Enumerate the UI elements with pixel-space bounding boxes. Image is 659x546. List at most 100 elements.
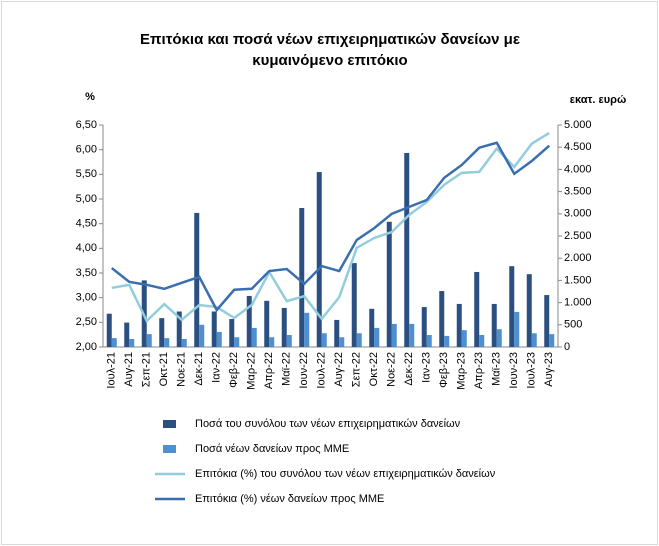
y2-tick-label: 0 — [564, 341, 570, 353]
x-tick-label: Απρ-22 — [263, 352, 275, 389]
bar — [439, 291, 445, 347]
bar — [176, 311, 182, 347]
y2-tick-label: 3.500 — [564, 186, 592, 198]
bar — [351, 263, 357, 347]
legend-label: Ποσά νέων δανείων προς ΜΜΕ — [195, 443, 349, 455]
legend-label: Επιτόκια (%) του συνόλου των νέων επιχει… — [195, 468, 496, 480]
bar — [264, 300, 270, 347]
bar — [194, 212, 200, 347]
bar — [549, 334, 555, 347]
x-tick-label: Δεκ-22 — [403, 352, 415, 386]
line — [110, 141, 551, 313]
bar — [229, 319, 235, 347]
bar — [129, 339, 135, 347]
x-tick-label: Αυγ-21 — [123, 352, 135, 387]
x-tick-label: Φεβ-23 — [438, 352, 450, 388]
bar — [106, 313, 112, 347]
y-tick-label: 5,50 — [76, 168, 97, 180]
x-tick-label: Ιαν-22 — [211, 352, 223, 383]
x-tick-label: Σεπ-21 — [141, 352, 153, 387]
bar — [514, 311, 520, 347]
bar — [544, 295, 550, 347]
bar — [444, 335, 450, 347]
y2-tick-label: 1.000 — [564, 297, 592, 309]
x-tick-label: Ιουλ-21 — [106, 352, 118, 389]
y-tick-label: 5,00 — [76, 193, 97, 205]
x-tick-label: Ιουν-22 — [298, 352, 310, 389]
y-tick-label: 4,50 — [76, 218, 97, 230]
bar — [281, 307, 287, 347]
bar — [164, 338, 170, 347]
x-tick-label: Σεπ-22 — [351, 352, 363, 387]
bar — [491, 303, 497, 347]
bar — [246, 295, 252, 347]
x-tick-label: Μαϊ-22 — [281, 352, 293, 386]
y-tick-label: 4,00 — [76, 242, 97, 254]
y2-axis-label: εκατ. ευρώ — [570, 94, 627, 106]
x-tick-label: Ιουλ-22 — [316, 352, 328, 389]
x-tick-label: Ιουν-23 — [508, 352, 520, 389]
bar — [211, 311, 217, 347]
legend-swatch — [163, 445, 176, 453]
x-tick-label: Ιαν-23 — [421, 352, 433, 383]
bar — [334, 319, 340, 347]
x-tick-label: Οκτ-22 — [368, 352, 380, 386]
bar — [159, 318, 165, 347]
x-tick-label: Νοε-21 — [176, 352, 188, 387]
x-tick-label: Οκτ-21 — [158, 352, 170, 386]
y2-tick-label: 4.000 — [564, 163, 592, 175]
y-tick-label: 6,00 — [76, 144, 97, 156]
y2-tick-label: 3.000 — [564, 208, 592, 220]
bar — [181, 339, 187, 347]
bar — [386, 221, 392, 347]
line — [111, 131, 550, 323]
chart-title: κυμαινόμενο επιτόκιο — [252, 52, 407, 69]
y2-tick-label: 4.500 — [564, 141, 592, 153]
bar — [251, 327, 257, 347]
bar — [409, 323, 415, 347]
bar — [146, 334, 152, 347]
bar — [216, 331, 222, 347]
bar — [509, 266, 515, 347]
x-tick-label: Απρ-23 — [473, 352, 485, 389]
bar — [474, 271, 480, 347]
x-tick-label: Νοε-22 — [386, 352, 398, 387]
y2-tick-label: 1.500 — [564, 274, 592, 286]
bar — [124, 322, 130, 347]
bar — [111, 338, 117, 347]
bar — [199, 324, 205, 347]
bar — [526, 274, 532, 347]
bar — [321, 333, 327, 347]
bar — [299, 208, 305, 347]
bar — [456, 303, 462, 347]
bar — [269, 337, 275, 347]
x-tick-label: Δεκ-21 — [193, 352, 205, 386]
bar — [461, 330, 467, 347]
bar — [421, 307, 427, 347]
y-tick-label: 6,50 — [76, 119, 97, 131]
legend-label: Επιτόκια (%) νέων δανείων προς ΜΜΕ — [195, 493, 384, 505]
bar — [339, 337, 345, 347]
x-tick-label: Αυγ-23 — [543, 352, 555, 387]
y-tick-label: 3,50 — [76, 267, 97, 279]
bar — [234, 337, 240, 347]
legend-swatch — [163, 420, 176, 428]
chart-title: Επιτόκια και ποσά νέων επιχειρηματικών δ… — [140, 31, 520, 48]
bar — [304, 312, 310, 347]
y2-tick-label: 5.000 — [564, 119, 592, 131]
bar — [479, 335, 485, 347]
bar — [496, 329, 502, 347]
y-axis-label: % — [85, 91, 95, 103]
x-tick-label: Μαϊ-23 — [491, 352, 503, 386]
bar — [531, 333, 537, 347]
legend-label: Ποσά του συνόλου των νέων επιχειρηματικώ… — [195, 418, 461, 430]
x-tick-label: Μαρ-22 — [246, 352, 258, 390]
bar — [356, 333, 362, 347]
x-tick-label: Ιουλ-23 — [526, 352, 538, 389]
y2-tick-label: 500 — [564, 319, 582, 331]
bar — [391, 323, 397, 347]
y-tick-label: 2,50 — [76, 316, 97, 328]
y-tick-label: 3,00 — [76, 292, 97, 304]
